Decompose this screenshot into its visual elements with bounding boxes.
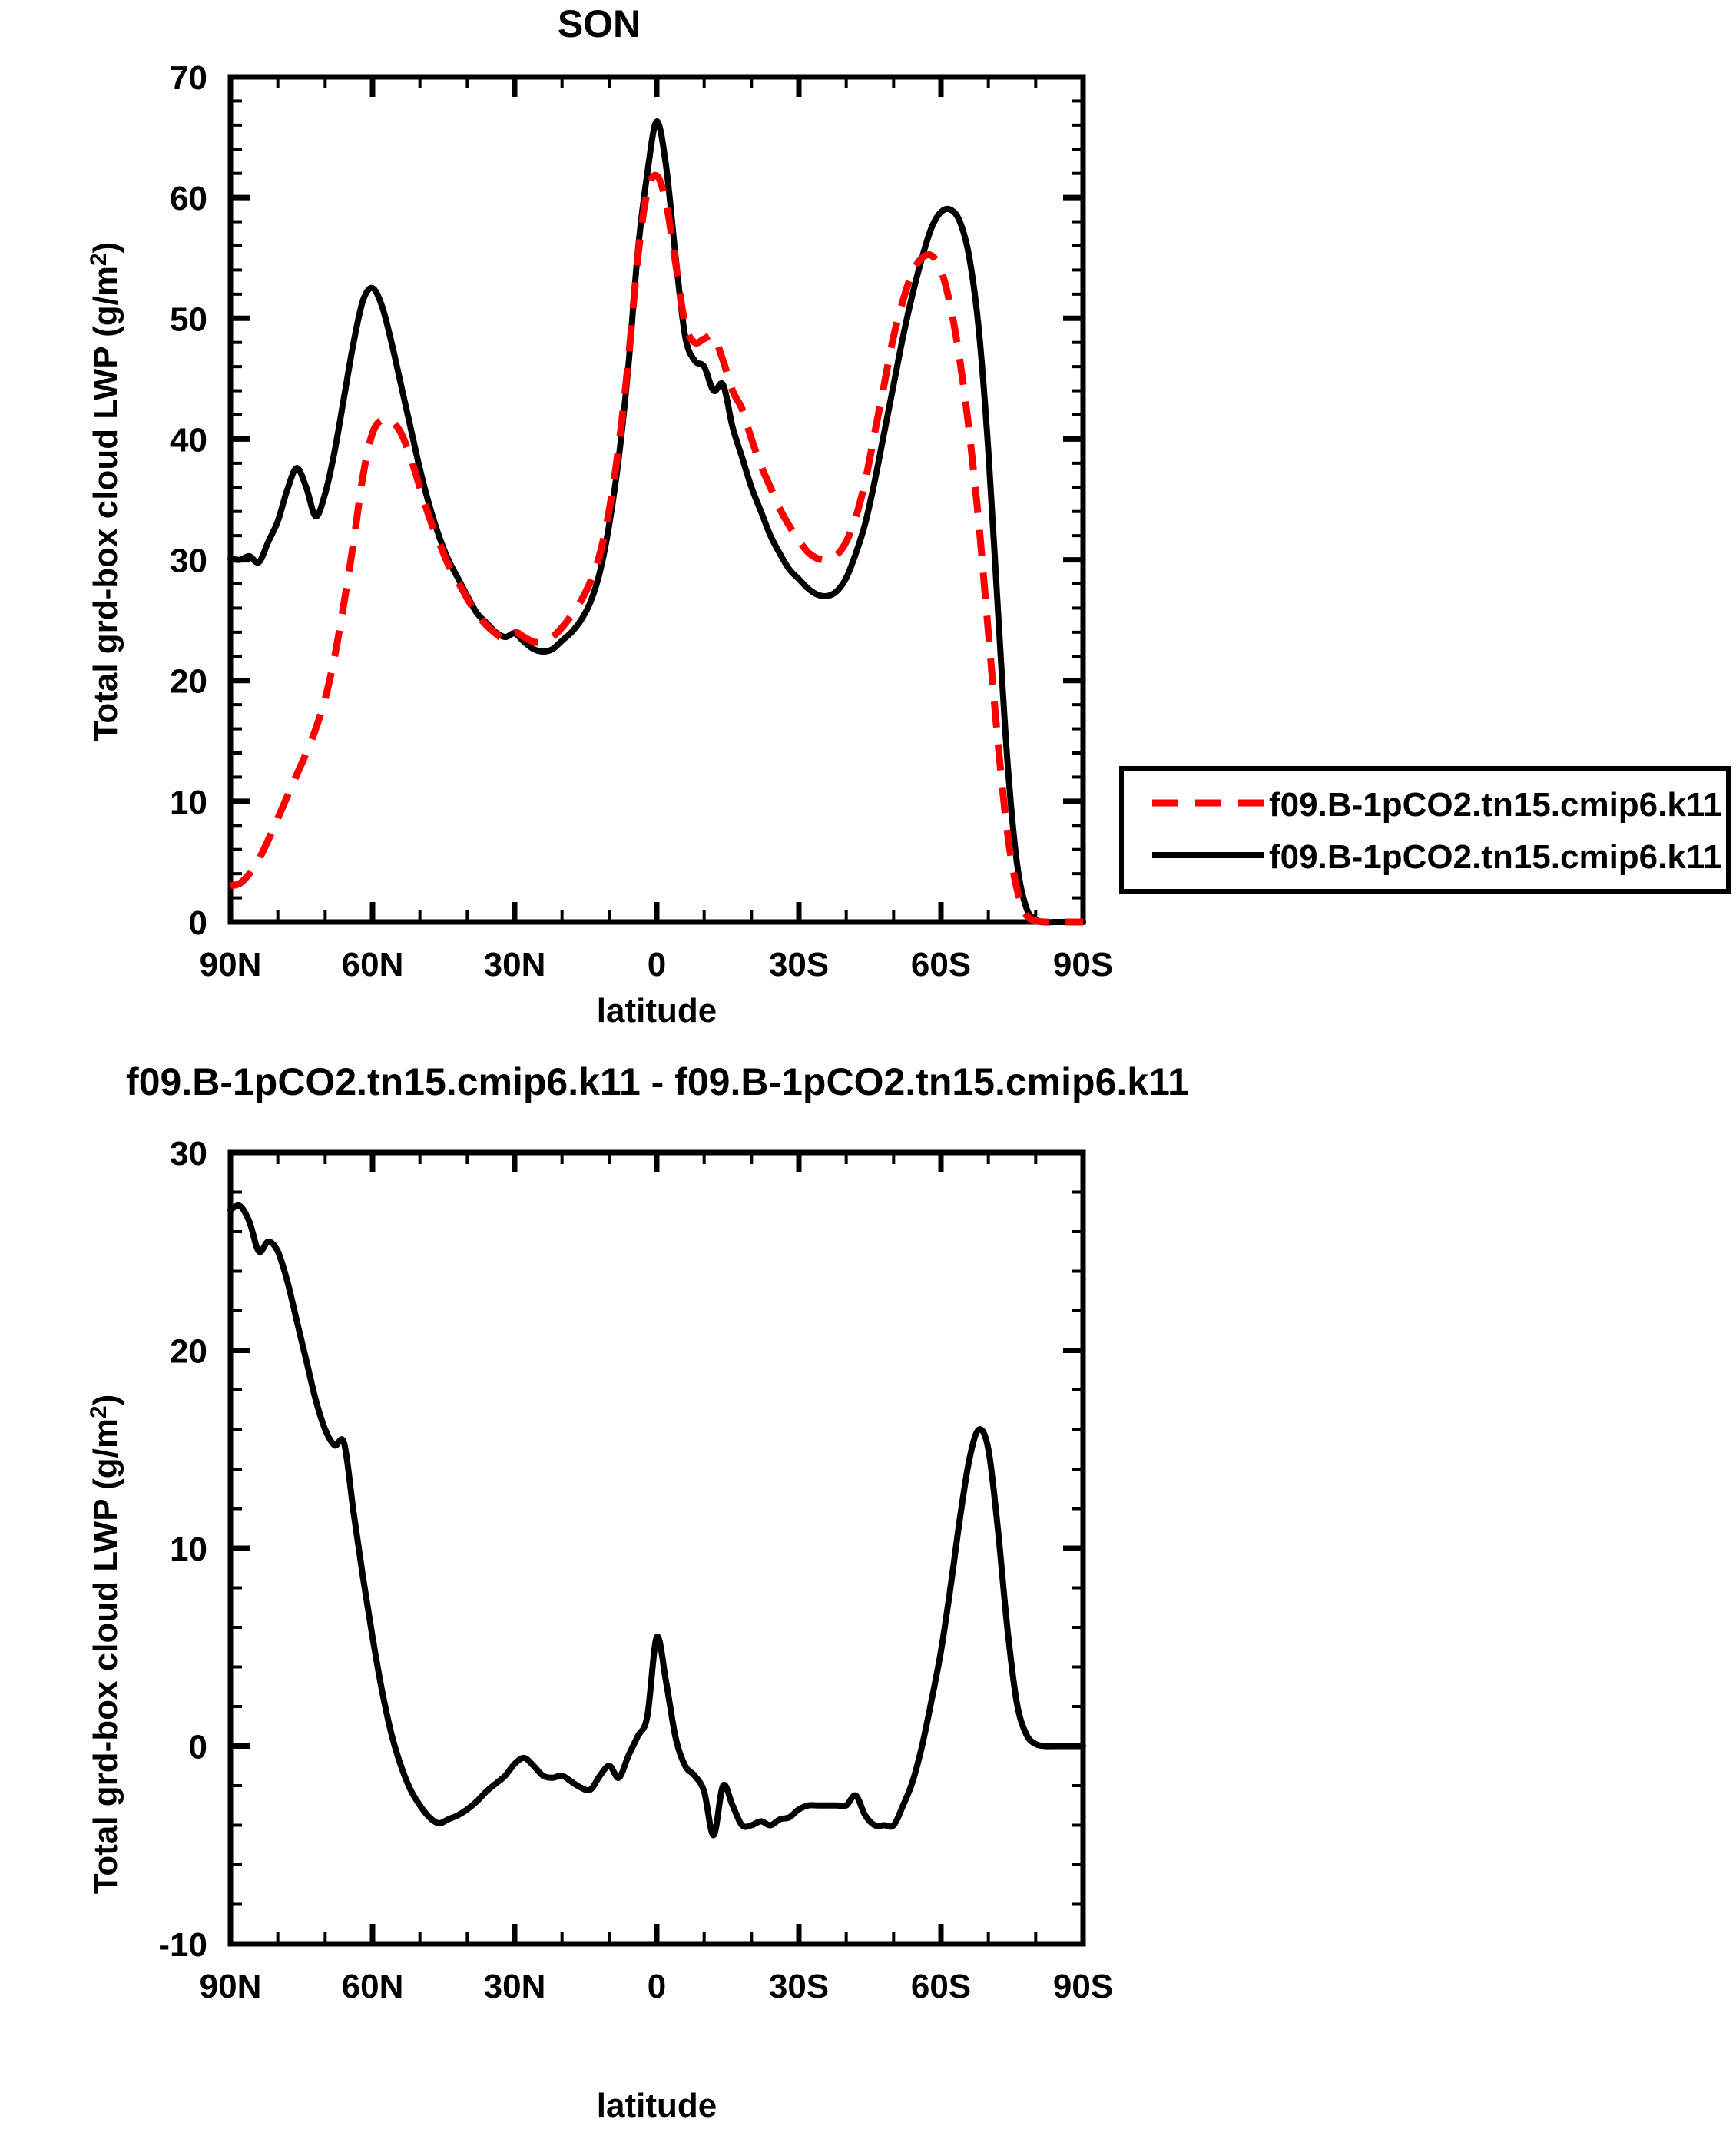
y-tick-label: 10	[170, 784, 207, 821]
x-tick-label: 90N	[200, 946, 262, 983]
x-tick-label: 30S	[769, 946, 829, 983]
chart-title: SON	[558, 2, 641, 45]
top-tick-labels: 90N 60N 30N 0 30S 60S 90S 0 10 20 30 40 50 60 70	[170, 59, 1113, 983]
series-line-2	[229, 171, 1083, 926]
y-tick-label: 40	[170, 421, 207, 459]
x-tick-label: 30S	[769, 1968, 829, 2005]
bottom-y-axis-label: Total grd-box cloud LWP (g/m2)	[86, 1395, 124, 1895]
top-series-group	[227, 118, 1086, 926]
y-tick-label: 70	[170, 59, 207, 97]
legend-label-1: f09.B-1pCO2.tn15.cmip6.k11	[1269, 786, 1721, 824]
top-axes	[227, 74, 1086, 925]
top-y-axis-label: Total grd-box cloud LWP (g/m2)	[86, 242, 124, 742]
x-tick-label: 60N	[342, 1968, 404, 2005]
x-tick-label: 30N	[484, 946, 546, 983]
x-tick-label: 60N	[342, 946, 404, 983]
x-tick-label: 30N	[484, 1968, 546, 2005]
y-tick-label: 60	[170, 180, 207, 217]
svg-text:Total grd-box cloud LWP (g/m2): Total grd-box cloud LWP (g/m2)	[86, 242, 124, 742]
bottom-ylabel-text: Total grd-box cloud LWP (g/m	[87, 1418, 124, 1894]
x-tick-label: 0	[648, 1968, 666, 2005]
x-tick-label: 0	[648, 946, 666, 983]
y-tick-label: 30	[170, 542, 207, 580]
bottom-ylabel-exponent: 2	[86, 1405, 111, 1418]
x-tick-label: 90S	[1053, 946, 1113, 983]
plot-frame	[227, 74, 1086, 925]
y-tick-label: 50	[170, 300, 207, 338]
top-ylabel-exponent: 2	[86, 253, 111, 266]
series-line-1	[227, 118, 1086, 926]
y-tick-label: 20	[170, 1333, 207, 1371]
bottom-axes	[227, 1149, 1086, 1947]
svg-text:Total grd-box cloud LWP (g/m2): Total grd-box cloud LWP (g/m2)	[86, 1395, 124, 1895]
bottom-ylabel-close: )	[87, 1395, 124, 1406]
panel-subtitle: f09.B-1pCO2.tn15.cmip6.k11 - f09.B-1pCO2…	[126, 1060, 1189, 1103]
y-tick-label: 20	[170, 663, 207, 701]
x-tick-label: 90N	[200, 1968, 262, 2005]
y-tick-label: 30	[170, 1135, 207, 1172]
top-panel-chart: SON 90N 60N 30N 0 30S 60S 90S 0 10 20 30 40 50 60 70 T…	[86, 2, 1731, 1103]
bottom-series-group	[227, 1202, 1086, 1839]
top-x-axis-label: latitude	[597, 992, 717, 1030]
legend-frame	[1119, 766, 1731, 894]
bottom-panel-chart: 90N 60N 30N 0 30S 60S 90S -10 0 10 20 30 Total grd-…	[86, 1135, 1113, 2124]
series-line-1	[227, 1202, 1086, 1839]
y-tick-label: -10	[158, 1926, 207, 1964]
bottom-tick-labels: 90N 60N 30N 0 30S 60S 90S -10 0 10 20 30	[158, 1135, 1113, 2005]
y-tick-label: 0	[189, 904, 207, 942]
x-tick-label: 90S	[1053, 1968, 1113, 2005]
top-ylabel-close: )	[87, 242, 124, 254]
bottom-x-axis-label: latitude	[597, 2087, 717, 2124]
x-tick-label: 60S	[911, 946, 971, 983]
top-ylabel-text: Total grd-box cloud LWP (g/m	[87, 266, 124, 741]
x-tick-label: 60S	[911, 1968, 971, 2005]
y-tick-label: 10	[170, 1531, 207, 1568]
legend-label-2: f09.B-1pCO2.tn15.cmip6.k11	[1269, 838, 1721, 876]
y-tick-label: 0	[189, 1729, 207, 1766]
legend[interactable]: f09.B-1pCO2.tn15.cmip6.k11 f09.B-1pCO2.tn…	[1119, 766, 1731, 894]
